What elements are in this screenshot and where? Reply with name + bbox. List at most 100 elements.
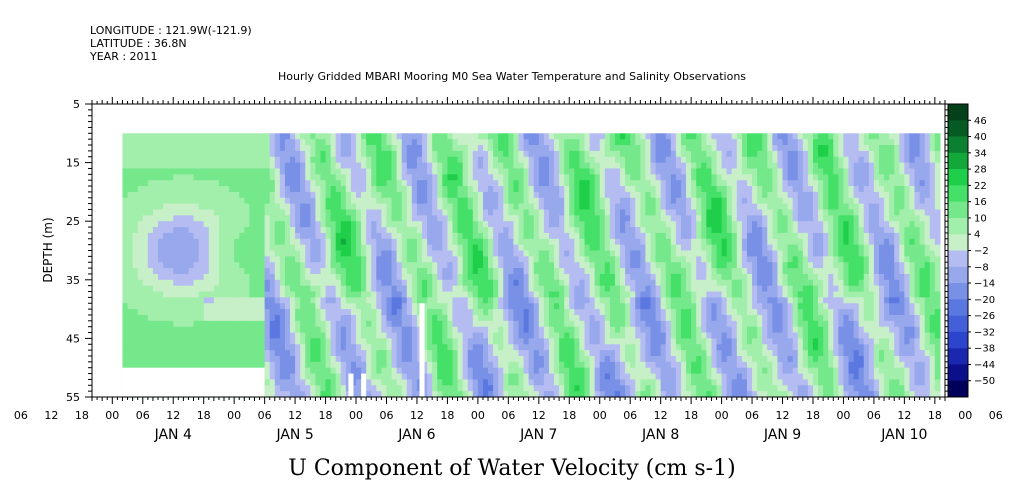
heatmap-cell bbox=[406, 326, 413, 334]
heatmap-cell bbox=[584, 379, 591, 386]
heatmap-cell bbox=[315, 391, 322, 398]
heatmap-cell bbox=[208, 332, 215, 339]
heatmap-cell bbox=[670, 379, 677, 386]
heatmap-cell bbox=[447, 197, 454, 205]
heatmap-cell bbox=[391, 186, 398, 193]
heatmap-cell bbox=[310, 344, 317, 351]
heatmap-cell bbox=[386, 250, 393, 257]
heatmap-cell bbox=[675, 162, 682, 170]
heatmap-cell bbox=[579, 285, 586, 293]
heatmap-cell bbox=[503, 197, 509, 205]
heatmap-cell bbox=[391, 150, 398, 158]
heatmap-cell bbox=[127, 309, 134, 316]
heatmap-cell bbox=[472, 256, 479, 263]
heatmap-cell bbox=[579, 238, 586, 246]
heatmap-cell bbox=[533, 361, 540, 369]
heatmap-cell bbox=[132, 162, 139, 170]
heatmap-cell bbox=[391, 232, 398, 240]
heatmap-cell bbox=[675, 180, 682, 187]
heatmap-cell bbox=[457, 279, 464, 287]
heatmap-cell bbox=[163, 268, 169, 275]
heatmap-cell bbox=[493, 250, 499, 257]
heatmap-cell bbox=[584, 139, 591, 146]
heatmap-cell bbox=[386, 309, 393, 316]
heatmap-cell bbox=[477, 180, 484, 187]
heatmap-cell bbox=[381, 209, 388, 216]
heatmap-cell bbox=[386, 320, 393, 328]
heatmap-cell bbox=[315, 367, 322, 375]
heatmap-cell bbox=[198, 180, 205, 187]
heatmap-cell bbox=[315, 227, 322, 234]
heatmap-cell bbox=[183, 320, 190, 328]
heatmap-cell bbox=[548, 133, 555, 140]
heatmap-cell bbox=[594, 385, 601, 392]
heatmap-cell bbox=[543, 373, 550, 381]
heatmap-cell bbox=[609, 268, 616, 275]
heatmap-cell bbox=[356, 320, 362, 328]
heatmap-cell bbox=[315, 297, 322, 304]
heatmap-cell bbox=[142, 238, 149, 246]
heatmap-cell bbox=[498, 227, 504, 234]
heatmap-cell bbox=[579, 314, 586, 322]
heatmap-cell bbox=[620, 256, 626, 263]
heatmap-cell bbox=[173, 238, 179, 246]
heatmap-cell bbox=[158, 232, 164, 240]
heatmap-cell bbox=[675, 361, 682, 369]
heatmap-cell bbox=[559, 227, 565, 234]
heatmap-cell bbox=[259, 338, 266, 345]
heatmap-cell bbox=[584, 373, 591, 381]
heatmap-cell bbox=[158, 244, 164, 252]
heatmap-cell bbox=[533, 297, 540, 304]
heatmap-cell bbox=[574, 291, 581, 298]
heatmap-cell bbox=[523, 203, 530, 211]
heatmap-cell bbox=[467, 133, 474, 140]
heatmap-cell bbox=[640, 244, 647, 252]
heatmap-cell bbox=[477, 297, 484, 304]
heatmap-cell bbox=[142, 338, 149, 345]
heatmap-cell bbox=[503, 250, 509, 257]
heatmap-cell bbox=[345, 162, 352, 170]
heatmap-cell bbox=[493, 145, 499, 152]
heatmap-cell bbox=[447, 314, 454, 322]
heatmap-cell bbox=[396, 162, 403, 170]
heatmap-cell bbox=[660, 285, 667, 293]
heatmap-cell bbox=[508, 291, 515, 298]
heatmap-cell bbox=[559, 338, 565, 345]
heatmap-cell bbox=[574, 273, 581, 281]
heatmap-cell bbox=[249, 156, 256, 164]
heatmap-cell bbox=[259, 314, 266, 322]
heatmap-cell bbox=[188, 145, 195, 152]
heatmap-cell bbox=[498, 168, 504, 175]
heatmap-cell bbox=[513, 238, 520, 246]
heatmap-cell bbox=[279, 350, 286, 357]
heatmap-cell bbox=[437, 221, 443, 228]
heatmap-cell bbox=[554, 338, 560, 345]
heatmap-cell bbox=[457, 186, 464, 193]
heatmap-cell bbox=[427, 309, 433, 316]
heatmap-cell bbox=[493, 156, 499, 164]
heatmap-cell bbox=[264, 145, 271, 152]
heatmap-cell bbox=[569, 191, 575, 199]
heatmap-cell bbox=[142, 314, 149, 322]
heatmap-cell bbox=[630, 209, 636, 216]
heatmap-cell bbox=[127, 250, 134, 257]
heatmap-cell bbox=[548, 344, 555, 351]
heatmap-cell bbox=[203, 320, 210, 328]
heatmap-cell bbox=[229, 203, 235, 211]
heatmap-cell bbox=[239, 250, 245, 257]
heatmap-cell bbox=[376, 133, 383, 140]
heatmap-cell bbox=[366, 180, 372, 187]
heatmap-cell bbox=[630, 320, 636, 328]
heatmap-cell bbox=[513, 191, 520, 199]
heatmap-cell bbox=[310, 350, 317, 357]
heatmap-cell bbox=[452, 215, 459, 222]
heatmap-cell bbox=[193, 244, 200, 252]
heatmap-cell bbox=[345, 186, 352, 193]
heatmap-cell bbox=[168, 361, 174, 369]
heatmap-cell bbox=[482, 156, 489, 164]
heatmap-cell bbox=[381, 180, 388, 187]
heatmap-cell bbox=[488, 174, 494, 181]
heatmap-cell bbox=[371, 285, 377, 293]
heatmap-cell bbox=[340, 367, 347, 375]
heatmap-cell bbox=[422, 373, 428, 381]
